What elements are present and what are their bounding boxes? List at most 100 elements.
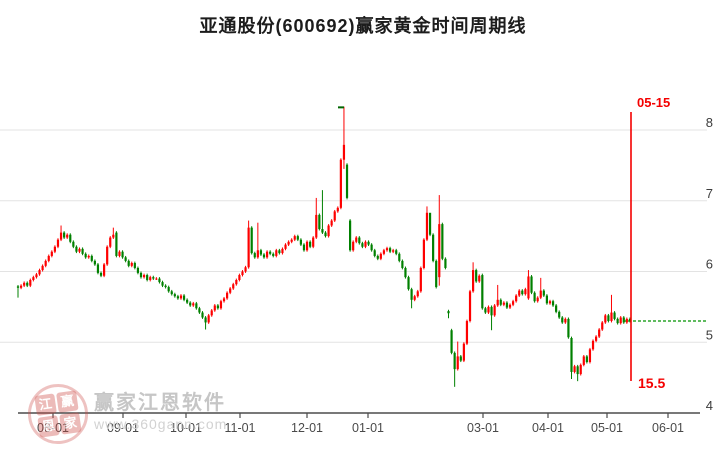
candle-body [204,317,207,323]
candle-body [155,278,158,280]
candle-body [561,317,564,323]
candle-body [465,321,469,344]
candle-body [598,329,601,337]
candle-body [333,211,336,221]
candle-body [75,246,78,252]
candle-body [613,312,616,319]
candle-body [432,234,435,261]
candle-body [628,318,632,322]
candle-body [367,241,370,245]
candle-body [462,343,465,361]
candle-body [404,267,407,278]
candle-body [216,305,219,309]
candle-body [450,330,453,353]
candle-body [336,207,339,212]
candle-body [278,250,281,254]
candle-body [312,237,315,247]
candle-body [484,308,487,313]
candle-body [275,250,278,256]
candle-body [607,315,610,322]
event-value-label: 15.5 [638,375,666,391]
candle-body [407,277,410,290]
candle-body [296,236,299,240]
candle-body [136,267,140,273]
candle-body [66,234,69,238]
candle-body [53,246,56,252]
candle-body [601,322,604,330]
candle-body [527,276,530,299]
candle-body [349,220,352,251]
candle-body [330,220,333,226]
x-tick-label: 08-01 [37,421,69,435]
x-tick-label: 10-01 [170,421,202,435]
candle-body [302,244,306,251]
candle-body [238,275,241,280]
page-title: 亚通股份(600692)赢家黄金时间周期线 [199,16,527,36]
candle-body [84,253,87,258]
candle-body [591,340,595,350]
candle-body [247,227,250,268]
candle-body [438,224,441,278]
candle-body [293,236,296,240]
candle-body [90,255,93,261]
candle-body [388,248,392,252]
candle-body [265,251,269,258]
x-tick-label: 06-01 [652,421,684,435]
candle-body [305,241,309,251]
candle-body [475,270,478,282]
candle-body [539,290,542,298]
candle-body [35,274,38,278]
candle-body [103,264,106,276]
candle-body [321,229,324,233]
candle-body [610,312,613,322]
candle-body [56,239,60,247]
candle-body [232,284,235,289]
candle-body [401,260,404,268]
candle-body [567,318,570,338]
candle-body [149,277,152,280]
candle-body [518,290,521,296]
candle-body [167,287,170,292]
candle-body [38,270,41,275]
candle-body [179,295,183,299]
candle-body [78,248,81,252]
x-tick-label: 05-01 [591,421,623,435]
gridlines-layer [0,129,707,343]
candle-body [130,263,133,266]
candle-body [318,214,321,230]
candle-body [573,366,576,372]
candle-body [382,250,386,254]
candle-body [176,296,179,299]
x-tick-label: 09-01 [107,421,139,435]
candle-body [459,356,462,361]
candle-body [355,237,358,242]
candle-body [207,315,210,323]
candle-body [327,225,330,237]
candle-body [555,305,558,312]
candle-body [158,278,161,283]
candle-body [32,277,35,280]
candle-body [121,251,124,258]
candle-body [558,311,561,318]
candle-body [410,289,413,300]
candle-body [262,254,266,258]
candle-body [456,356,459,370]
candle-body [570,338,573,372]
candle-body [478,275,481,282]
candle-body [622,317,625,323]
candle-body [284,244,287,249]
x-tick-label: 12-01 [291,421,323,435]
candle-body [428,212,432,235]
candle-body [186,299,189,303]
candle-body [515,295,518,302]
candle-body [253,253,256,258]
candle-body [250,227,253,254]
candle-body [256,250,259,258]
candle-body [81,248,84,254]
candle-body [472,270,475,292]
candle-body [548,301,552,304]
x-axis: 08-01 09-01 10-01 11-01 12-01 01-01 03-01 04-01… [18,412,700,435]
candle-body [416,291,419,297]
